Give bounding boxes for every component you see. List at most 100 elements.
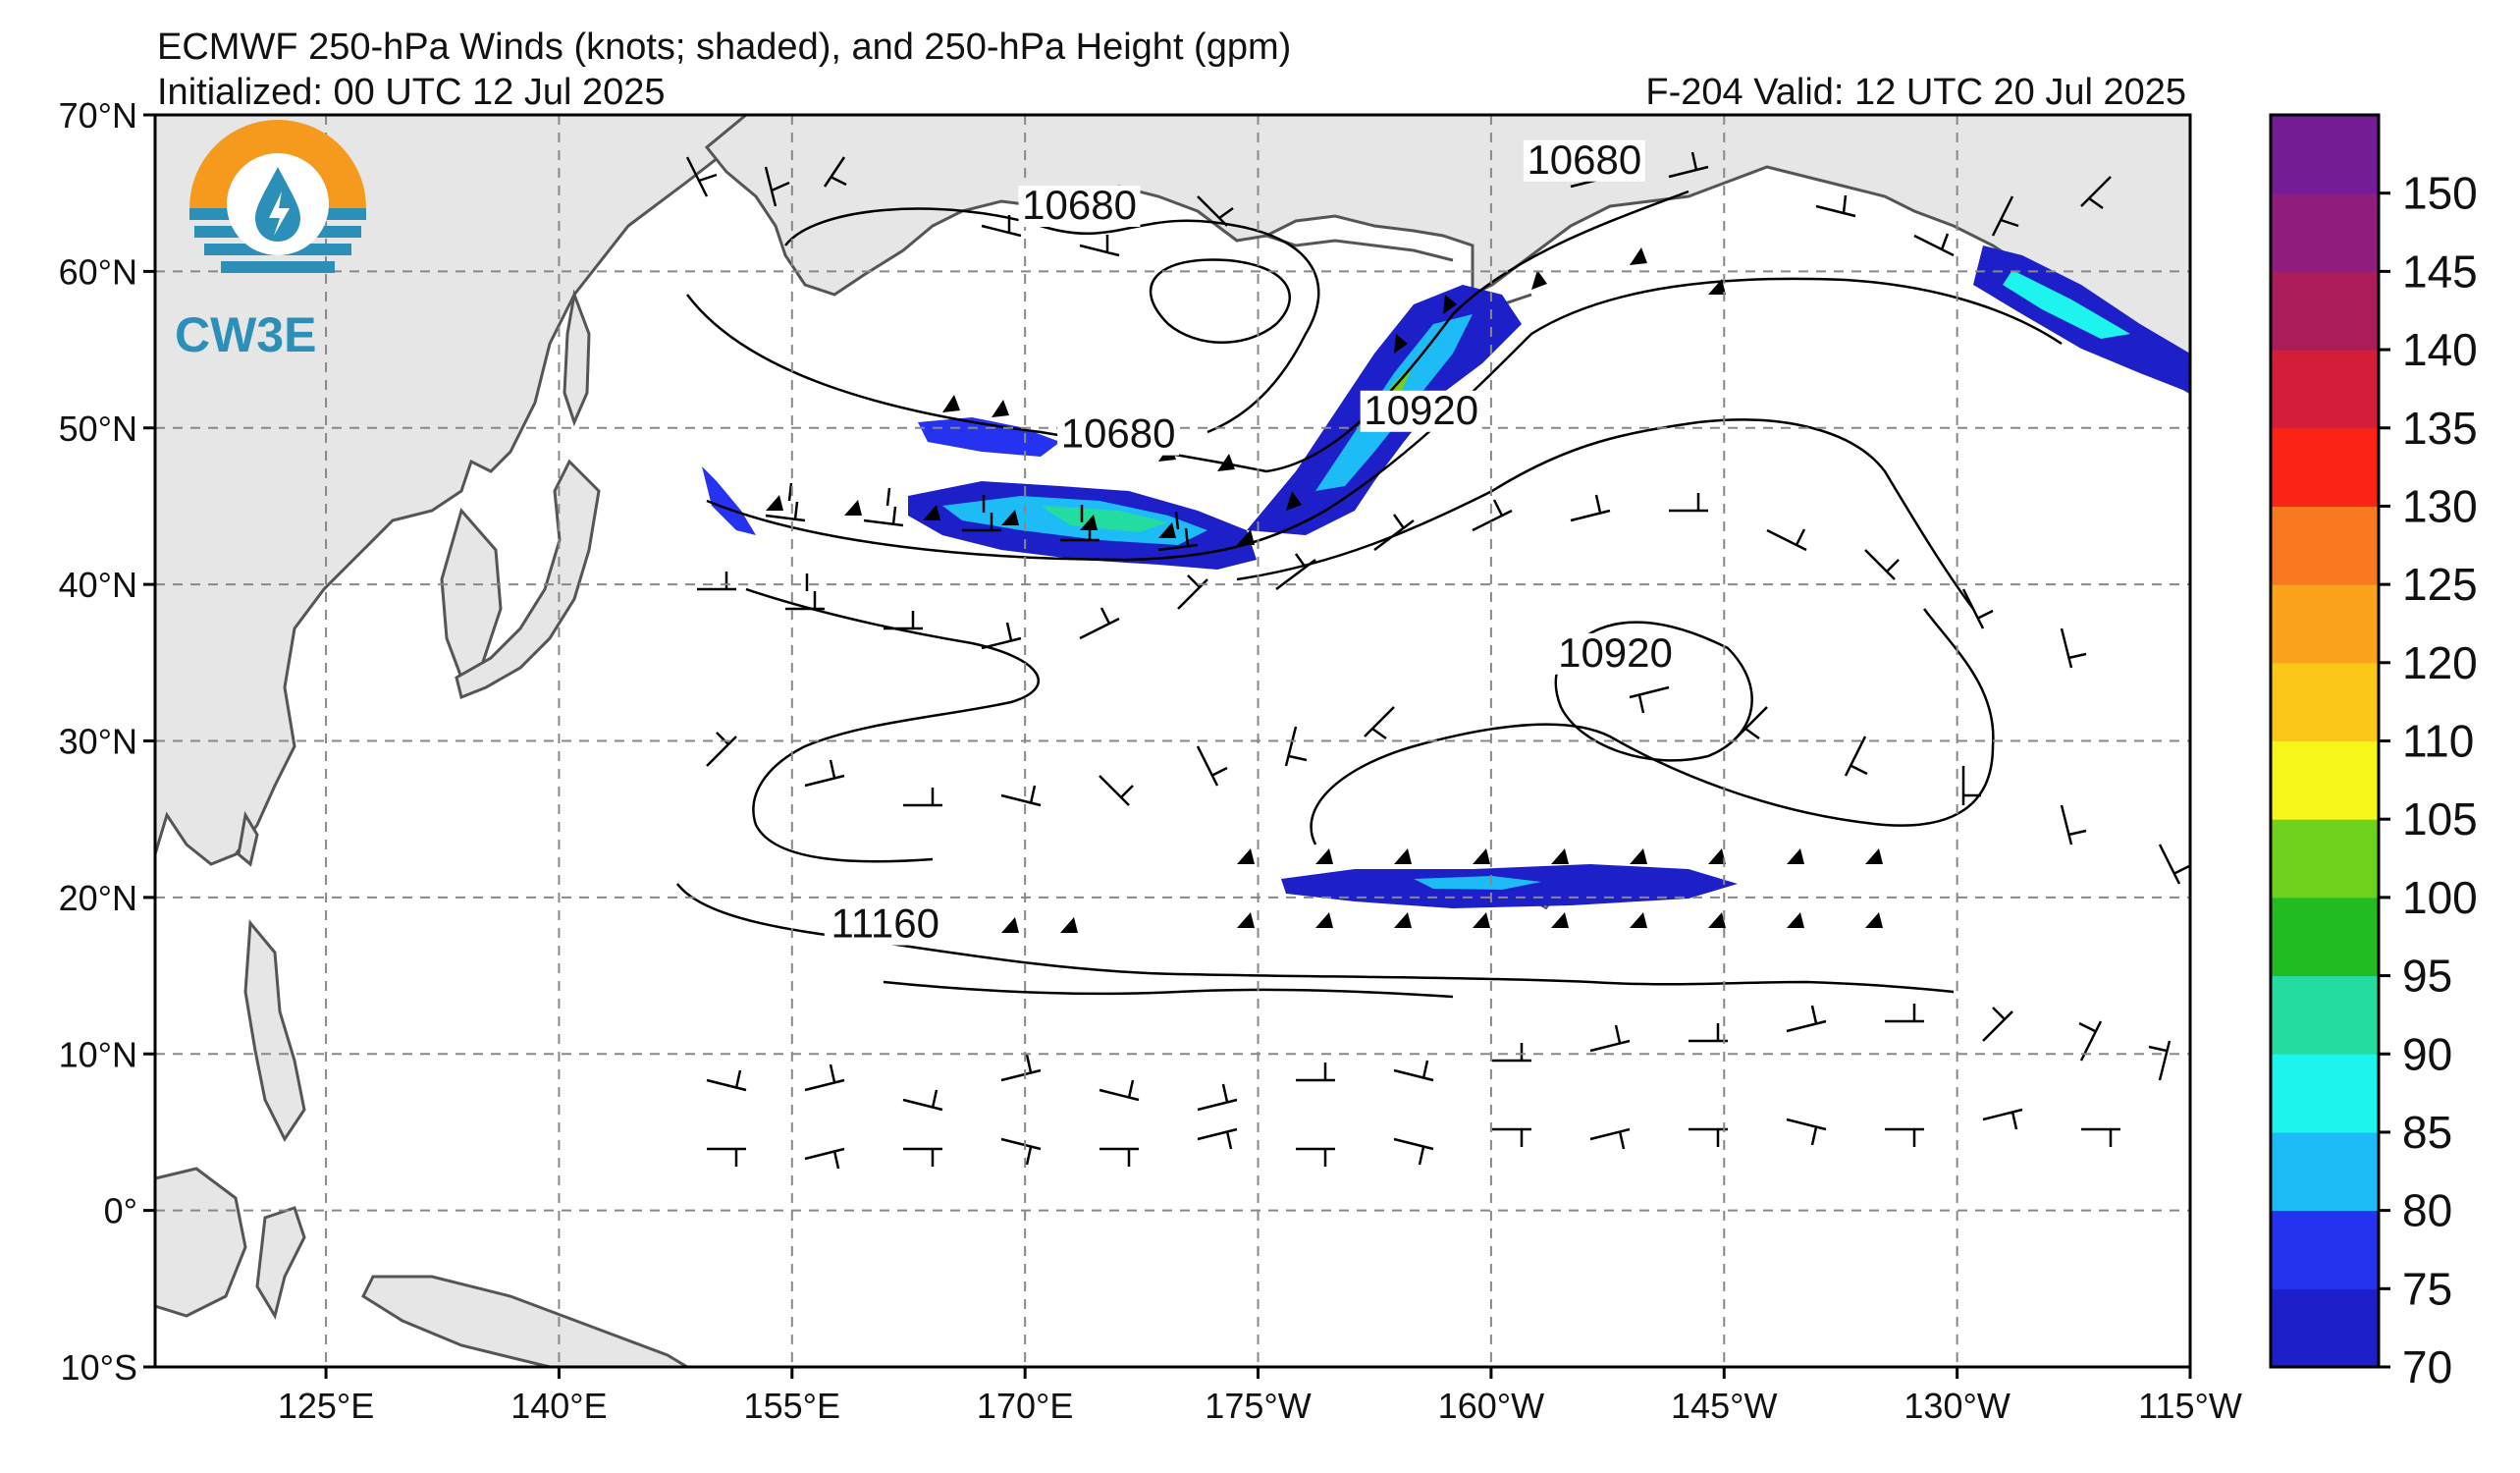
colorbar-swatch <box>2271 1054 2379 1133</box>
colorbar-swatch <box>2271 1131 2379 1212</box>
colorbar-label: 75 <box>2402 1263 2452 1314</box>
contour-label-layer: 10680 10680 10680 10920 10920 11160 <box>824 136 1677 947</box>
jet-streak-west <box>702 466 756 535</box>
lon-tick-label: 175°W <box>1205 1386 1311 1426</box>
contour-label: 10680 <box>1018 182 1141 228</box>
contour-label: 10680 <box>1057 410 1180 457</box>
contour-label-bg <box>1018 186 1141 227</box>
colorbar-swatch <box>2271 192 2379 272</box>
colorbar-label: 110 <box>2402 716 2474 767</box>
colorbar-label: 150 <box>2402 168 2478 219</box>
contour-label-text: 10680 <box>1022 182 1137 228</box>
lon-tick-label: 170°E <box>977 1386 1073 1426</box>
contour-label-bg <box>1554 632 1677 675</box>
height-contour-10680-main <box>686 190 1689 473</box>
colorbar-label: 100 <box>2402 872 2478 923</box>
colorbar-label: 80 <box>2402 1185 2452 1236</box>
lat-tick-label: 20°N <box>59 878 137 918</box>
map-plot-area: 10680 10680 10680 10920 10920 11160 <box>153 113 2192 1369</box>
colorbar-label: 85 <box>2402 1107 2452 1158</box>
contour-label-bg <box>1360 390 1482 432</box>
lon-tick-label: 125°E <box>278 1386 374 1426</box>
lon-tick-label: 140°E <box>510 1386 607 1426</box>
lon-tick-label: 155°E <box>744 1386 840 1426</box>
contour-label: 10920 <box>1360 387 1482 433</box>
contour-label: 10680 <box>1523 136 1645 183</box>
jet-streak-north-pacific-max <box>1041 506 1168 532</box>
map-title: ECMWF 250-hPa Winds (knots; shaded), and… <box>157 27 1292 68</box>
colorbar-label: 95 <box>2402 951 2452 1002</box>
logo-bolt <box>269 191 290 236</box>
height-contour-10920-high <box>1554 621 1753 762</box>
valid-time: F-204 Valid: 12 UTC 20 Jul 2025 <box>1645 72 2186 113</box>
cw3e-water-drop-logo-icon: CW3E <box>175 120 366 362</box>
jet-streak-pacific-northwest-core <box>2003 270 2130 339</box>
colorbar-swatch <box>2271 271 2379 351</box>
wind-barb-pennants <box>766 247 1883 933</box>
contour-label-text: 10920 <box>1558 629 1673 676</box>
lat-tick-label: 50°N <box>59 409 137 449</box>
height-contour-10920-ridge <box>1236 418 1975 610</box>
sulawesi-island <box>255 1206 306 1320</box>
lat-tick-label: 60°N <box>59 251 137 292</box>
borneo-island <box>155 1167 247 1318</box>
colorbar-swatch <box>2271 506 2379 585</box>
alaska-siberia-landmass <box>704 115 2190 395</box>
philippines-islands <box>243 919 306 1142</box>
colorbar-label: 130 <box>2402 480 2478 531</box>
colorbar-swatch <box>2271 819 2379 899</box>
colorbar-swatch <box>2271 897 2379 977</box>
lon-tick-label: 160°W <box>1438 1386 1544 1426</box>
wind-barbs-midlatitude <box>697 493 2087 669</box>
colorbar-swatch <box>2271 1288 2379 1368</box>
new-guinea-island <box>361 1275 690 1367</box>
contour-label: 10920 <box>1554 629 1677 676</box>
colorbar-swatch <box>2271 115 2379 194</box>
lon-tick-label: 115°W <box>2138 1386 2242 1426</box>
lat-tick-label: 10°S <box>61 1347 137 1388</box>
init-time: Initialized: 00 UTC 12 Jul 2025 <box>157 72 666 113</box>
contour-label-bg <box>1057 413 1180 456</box>
lat-tick-label: 40°N <box>59 565 137 605</box>
colorbar-label: 125 <box>2402 559 2478 610</box>
land-layer <box>155 115 2190 1367</box>
height-contour-subtropical-1 <box>745 587 1040 863</box>
colorbar-swatch <box>2271 427 2379 507</box>
height-contour-10680-closed-low <box>1149 258 1291 344</box>
colorbar-swatch <box>2271 1210 2379 1289</box>
wind-barbs <box>685 151 2190 1170</box>
colorbar-label: 140 <box>2402 324 2478 375</box>
sakhalin-island <box>563 289 591 427</box>
pennants-subtropical-row <box>1237 848 1883 864</box>
contour-label: 11160 <box>824 900 946 947</box>
graticule-gridlines <box>155 115 2190 1367</box>
colorbar-swatch <box>2271 584 2379 664</box>
contour-label-text: 11160 <box>831 900 939 947</box>
wind-barbs-subtropics <box>706 685 2190 885</box>
lon-tick-label: 145°W <box>1671 1386 1777 1426</box>
taiwan-island <box>237 810 259 867</box>
height-contour-10680-outer <box>784 207 1320 434</box>
colorbar-swatch <box>2271 975 2379 1055</box>
lon-tick-label: 130°W <box>1903 1386 2010 1426</box>
contour-label-bg <box>1523 139 1645 182</box>
lat-tick-label: 70°N <box>59 95 137 136</box>
colorbar-label: 90 <box>2402 1028 2452 1079</box>
colorbar-label: 70 <box>2402 1341 2452 1392</box>
colorbar-swatch <box>2271 662 2379 741</box>
colorbar-label: 105 <box>2402 793 2478 845</box>
asia-landmass <box>155 115 748 866</box>
contour-label-text: 10680 <box>1061 410 1176 457</box>
pennants-mid-row <box>766 495 1255 545</box>
wind-barbs-south <box>707 1108 2120 1170</box>
contour-label-text: 10920 <box>1364 387 1478 433</box>
colorbar-swatch <box>2271 350 2379 429</box>
wind-speed-colorbar: 70 75 80 85 90 95 100 105 110 120 125 130 135 140 145 1… <box>2269 113 2478 1392</box>
contour-label-text: 10680 <box>1527 136 1641 183</box>
contour-label-bg <box>824 903 946 946</box>
lat-tick-label: 30°N <box>59 722 137 762</box>
colorbar-label: 145 <box>2402 246 2478 297</box>
wind-barbs-tropics <box>706 1004 2171 1112</box>
axis-labels: 125°E 140°E 155°E 170°E 175°W 160°W 145°W 130°W… <box>59 95 2242 1426</box>
